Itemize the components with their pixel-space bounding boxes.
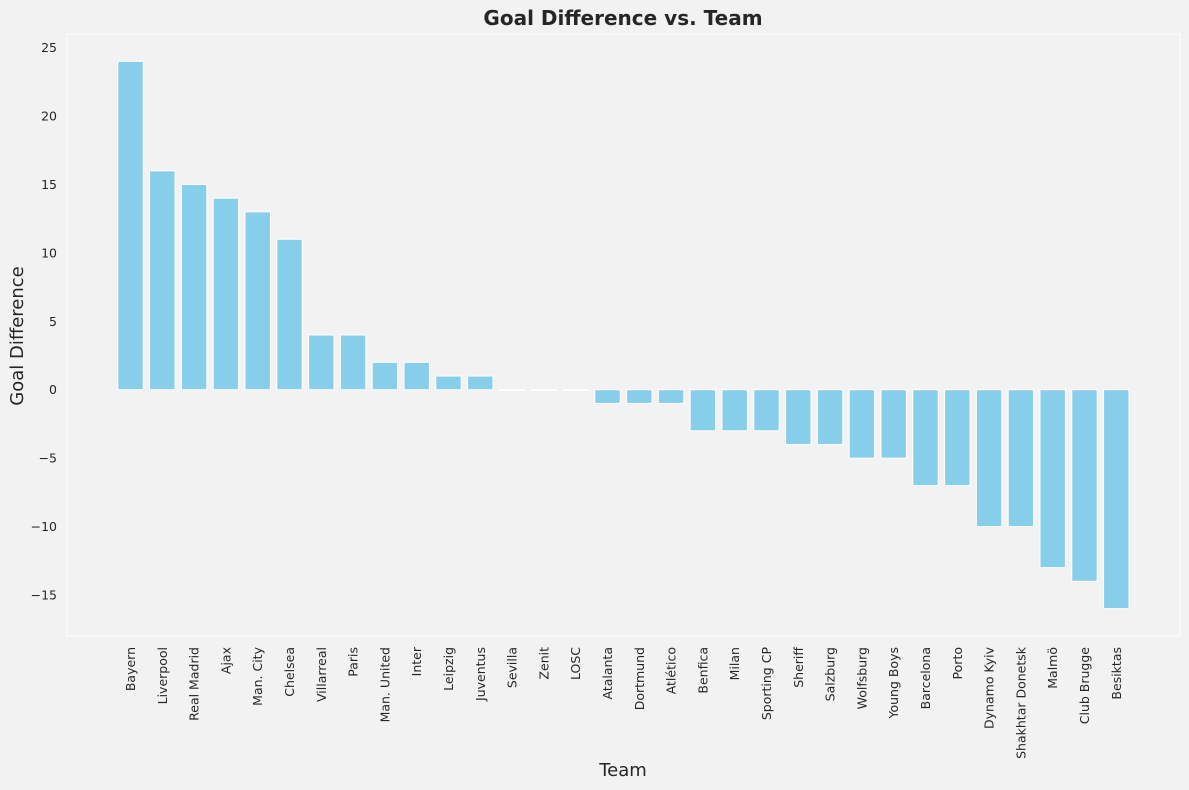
x-tick-label: Leipzig — [441, 647, 456, 691]
bar-real-madrid — [180, 184, 208, 391]
bar-liverpool — [149, 170, 176, 391]
y-tick-label: 25 — [41, 40, 57, 55]
bar-atl-tico — [657, 389, 685, 404]
x-tick-label: Inter — [409, 646, 424, 676]
y-tick-label: −5 — [39, 451, 57, 466]
bar-shakhtar-donetsk — [1007, 389, 1035, 528]
x-tick-label: Real Madrid — [187, 647, 202, 721]
bar-porto — [944, 389, 971, 487]
bar-sporting-cp — [753, 389, 780, 432]
y-tick-labels: −15 −10 −5 0 5 10 15 20 25 — [31, 40, 57, 602]
y-tick-label: 10 — [41, 245, 57, 260]
bars-group — [117, 60, 1130, 610]
x-tick-label: Liverpool — [155, 647, 170, 704]
y-tick-label: 0 — [49, 382, 57, 397]
x-tick-label: Zenit — [536, 647, 551, 680]
x-tick-label: LOSC — [568, 647, 583, 680]
bar-leipzig — [435, 375, 462, 391]
y-axis-label: Goal Difference — [7, 266, 28, 406]
x-tick-label: Young Boys — [886, 647, 901, 720]
x-tick-label: Sevilla — [505, 647, 520, 688]
bar-young-boys — [880, 389, 907, 459]
bar-ajax — [212, 197, 240, 391]
x-tick-label: Besiktas — [1109, 647, 1124, 700]
x-tick-label: Ajax — [218, 647, 233, 674]
x-tick-label: Paris — [346, 647, 361, 677]
y-tick-label: 20 — [41, 109, 57, 124]
y-tick-label: −10 — [31, 519, 57, 534]
x-tick-label: Atlético — [664, 647, 679, 694]
bar-malm- — [1039, 389, 1066, 569]
bar-chelsea — [276, 238, 303, 391]
bar-man-united — [371, 361, 399, 391]
bar-wolfsburg — [848, 389, 876, 459]
x-tick-label: Chelsea — [282, 647, 297, 697]
x-tick-label: Milan — [727, 647, 742, 680]
y-tick-label: −15 — [31, 587, 57, 602]
x-tick-label: Sheriff — [791, 647, 806, 688]
y-tick-label: 15 — [41, 177, 57, 192]
bar-losc — [562, 389, 589, 392]
bar-dortmund — [626, 389, 653, 404]
bar-atalanta — [594, 389, 621, 404]
x-tick-label: Barcelona — [918, 647, 933, 709]
bar-club-brugge — [1071, 389, 1098, 582]
bar-dynamo-kyiv — [975, 389, 1003, 528]
x-tick-label: Villarreal — [314, 647, 329, 702]
bar-inter — [403, 361, 430, 391]
bar-zenit — [530, 389, 558, 392]
x-tick-label: Man. United — [377, 647, 392, 722]
x-tick-label: Benfica — [695, 647, 710, 694]
bar-paris — [339, 334, 367, 391]
bar-juventus — [467, 375, 494, 391]
x-tick-label: Malmö — [1045, 647, 1060, 689]
x-tick-label: Sporting CP — [759, 647, 774, 721]
x-tick-label: Atalanta — [600, 647, 615, 700]
x-tick-label: Juventus — [473, 647, 488, 702]
x-tick-labels: Bayern Liverpool Real Madrid Ajax Man. City C… — [123, 646, 1124, 759]
x-axis-label: Team — [598, 760, 647, 781]
bar-besiktas — [1103, 389, 1130, 610]
bar-salzburg — [816, 389, 844, 445]
bar-barcelona — [912, 389, 939, 487]
x-tick-label: Man. City — [250, 646, 265, 705]
bar-bayern — [117, 60, 144, 391]
bar-sevilla — [498, 389, 526, 392]
x-tick-label: Wolfsburg — [854, 647, 869, 709]
x-tick-label: Club Brugge — [1077, 647, 1092, 725]
x-tick-label: Shakhtar Donetsk — [1013, 646, 1028, 759]
bar-benfica — [689, 389, 717, 432]
bar-sheriff — [785, 389, 812, 445]
x-tick-label: Porto — [950, 647, 965, 679]
bar-villarreal — [308, 334, 335, 391]
x-tick-label: Bayern — [123, 647, 138, 691]
bar-man-city — [244, 211, 271, 391]
x-tick-label: Dynamo Kyiv — [982, 646, 997, 729]
bar-milan — [721, 389, 748, 432]
y-tick-label: 5 — [49, 314, 57, 329]
x-tick-label: Salzburg — [823, 647, 838, 701]
chart-title: Goal Difference vs. Team — [483, 6, 762, 30]
x-tick-label: Dortmund — [632, 647, 647, 710]
